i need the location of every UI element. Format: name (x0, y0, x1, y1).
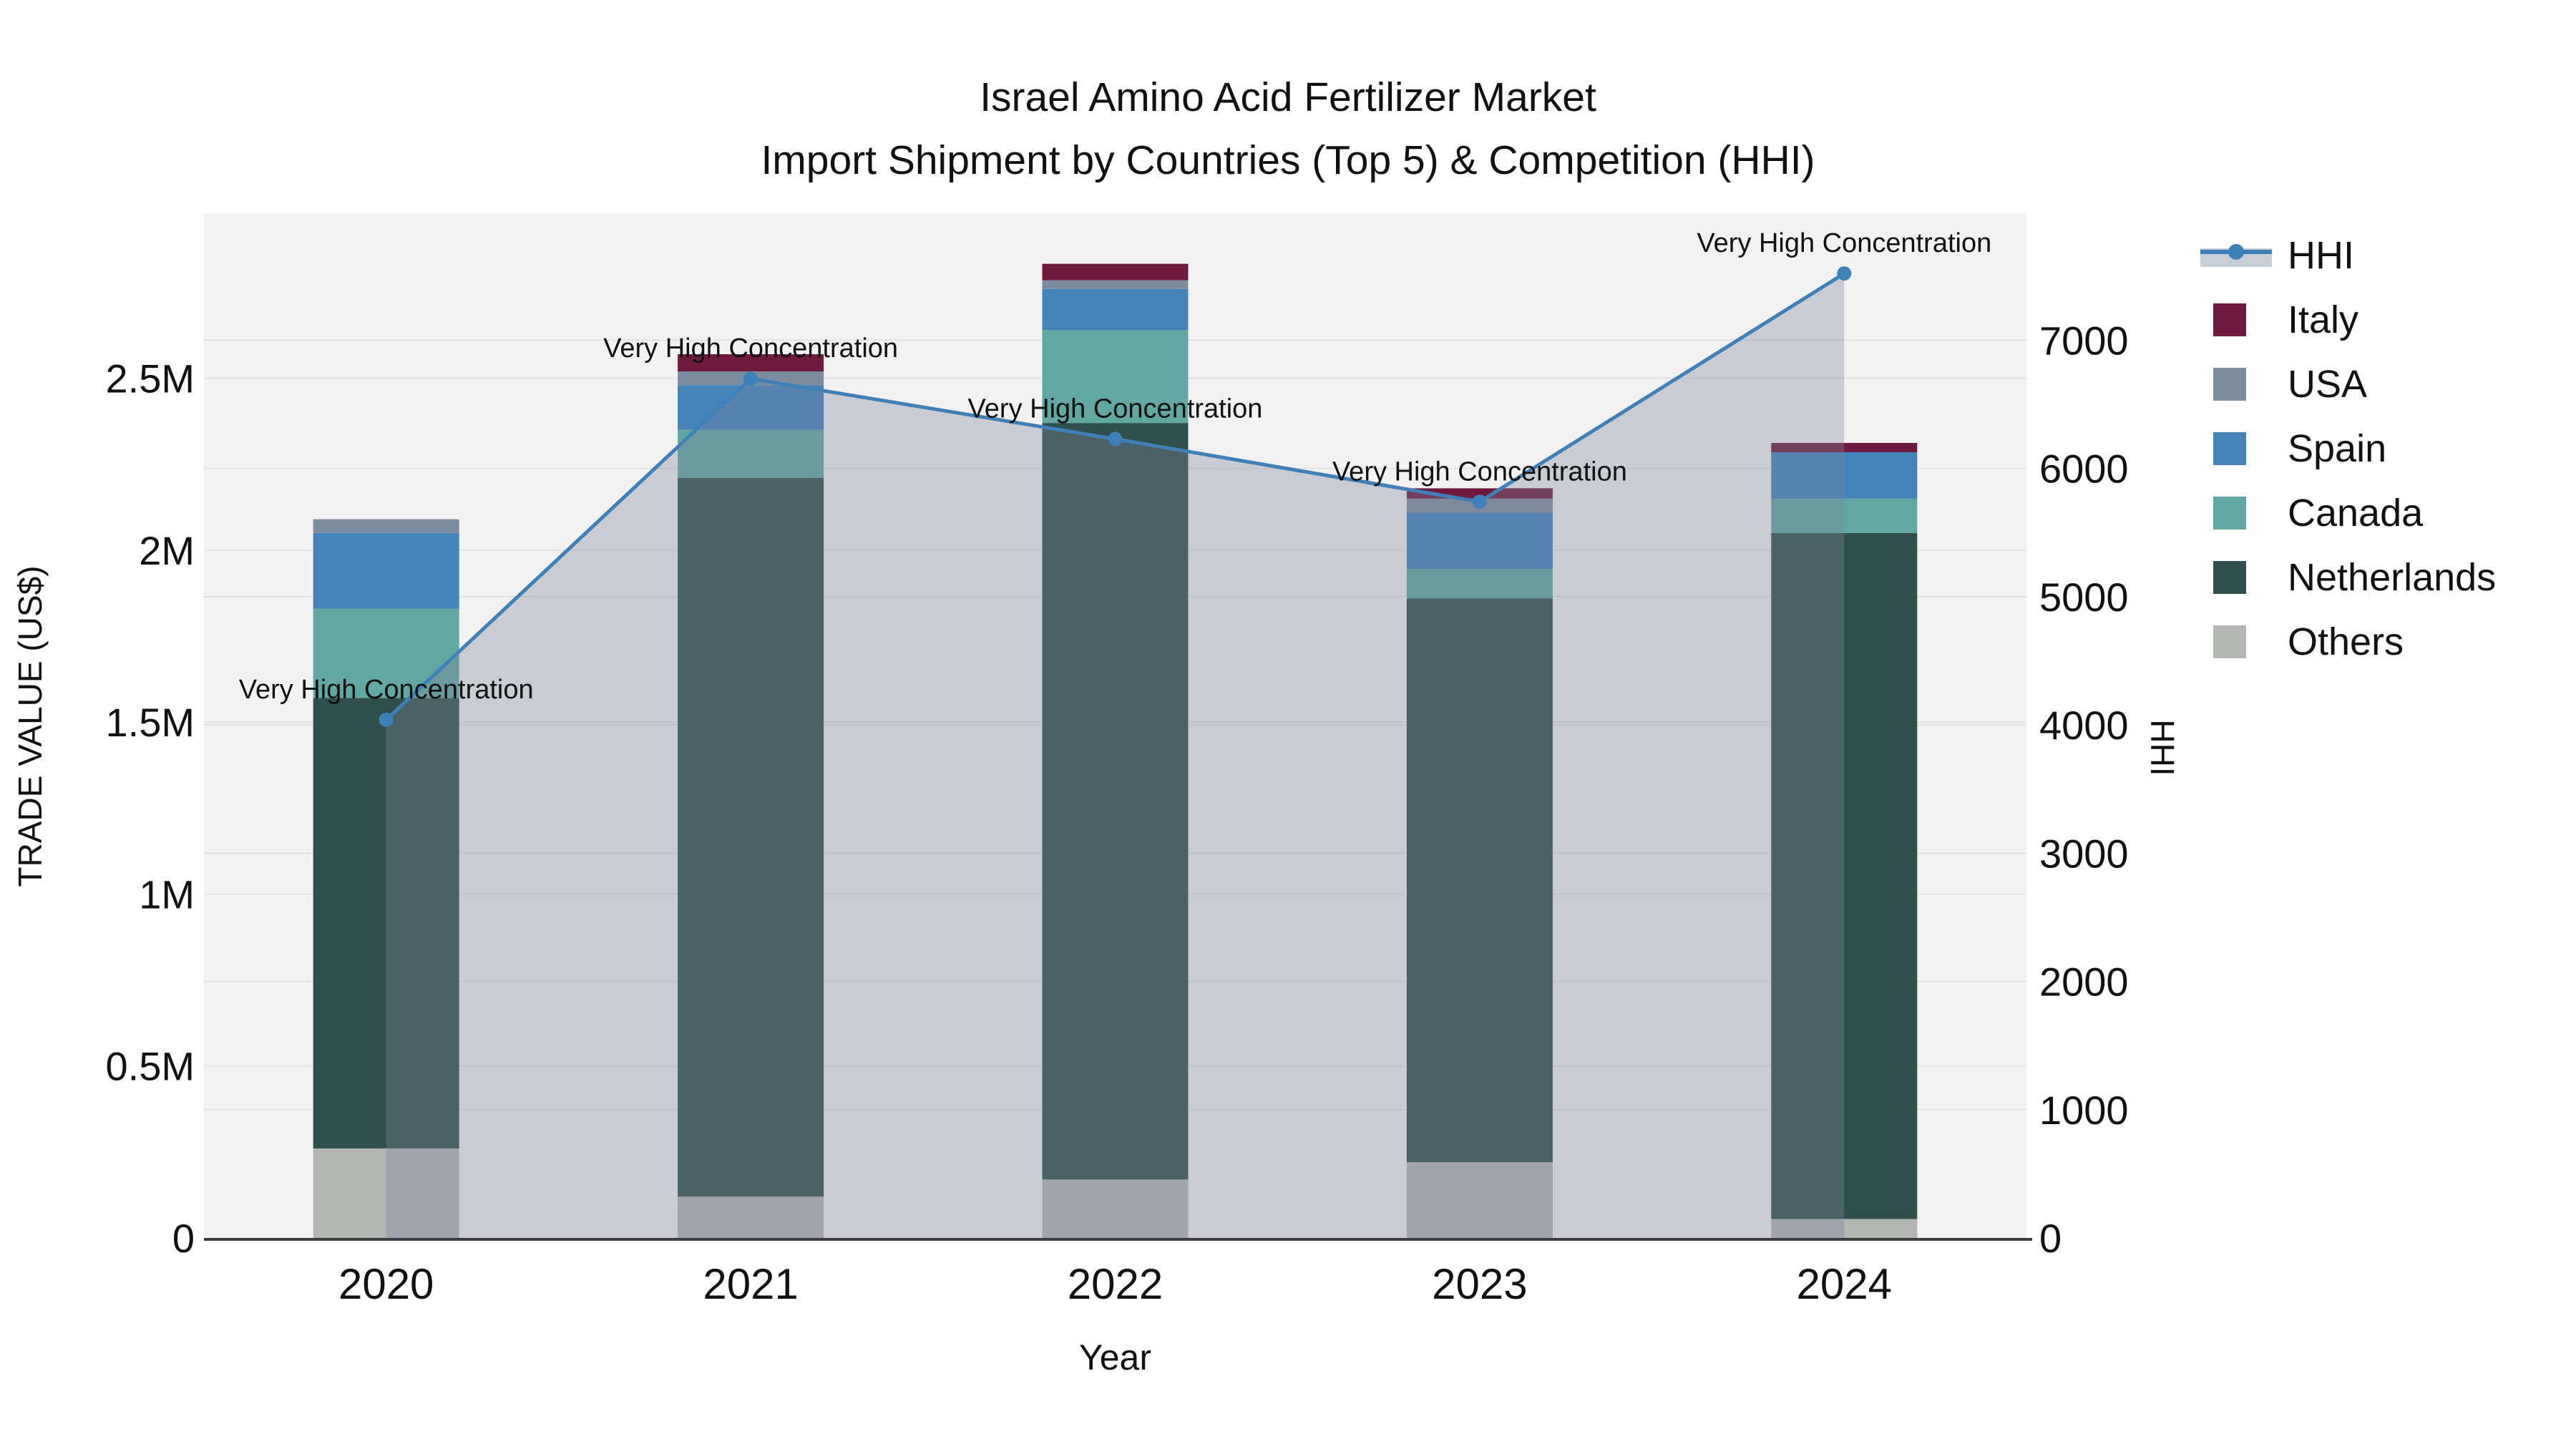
y-right-tick-label: 7000 (2039, 318, 2129, 363)
y-right-tick-label: 2000 (2039, 960, 2129, 1005)
y-left-tick-label: 1M (139, 872, 195, 917)
chart-title-line1: Israel Amino Acid Fertilizer Market (980, 74, 1596, 120)
bar-segment-canada-2021 (678, 429, 824, 479)
bar-segment-others-2020 (313, 1148, 459, 1238)
hhi-area-fill (386, 273, 1845, 1238)
legend-label: Others (2288, 620, 2404, 663)
x-tick-label-2023: 2023 (1432, 1260, 1527, 1308)
y-right-tick-label: 1000 (2039, 1088, 2129, 1133)
bar-segment-italy-2022 (1042, 263, 1189, 280)
x-axis-title: Year (1078, 1337, 1152, 1377)
chart-title-line2: Import Shipment by Countries (Top 5) & C… (761, 137, 1815, 183)
chart-title: Israel Amino Acid Fertilizer Market Impo… (0, 66, 2576, 192)
bar-segment-others-2024 (1771, 1219, 1918, 1238)
legend-item-others: Others (2200, 610, 2572, 674)
legend-line-icon (2200, 223, 2272, 288)
bar-segment-netherlands-2023 (1406, 598, 1553, 1163)
bar-segment-spain-2024 (1771, 452, 1918, 499)
legend-label: Spain (2288, 427, 2387, 470)
hhi-marker-2022 (1108, 431, 1123, 447)
legend-item-netherlands: Netherlands (2200, 545, 2572, 610)
y-left-tick-label: 0 (172, 1216, 195, 1261)
bar-segment-others-2021 (678, 1196, 824, 1238)
annotation-2024: Very High Concentration (1697, 228, 1991, 258)
legend-label: Italy (2288, 298, 2359, 341)
bar-segment-netherlands-2020 (313, 698, 459, 1149)
y-right-tick-label: 6000 (2039, 447, 2129, 492)
legend-label: HHI (2288, 234, 2354, 277)
bar-segment-spain-2020 (313, 532, 459, 609)
legend-swatch-icon (2200, 610, 2272, 674)
bar-segment-italy-2024 (1771, 442, 1918, 452)
bar-segment-italy-2021 (678, 354, 824, 372)
y-left-tick-label: 1.5M (106, 700, 195, 745)
legend-item-canada: Canada (2200, 481, 2572, 545)
annotation-2023: Very High Concentration (1332, 457, 1627, 487)
bar-segment-usa-2020 (313, 519, 459, 533)
annotation-2020: Very High Concentration (239, 675, 534, 705)
legend-item-usa: USA (2200, 352, 2572, 416)
hhi-marker-2023 (1472, 494, 1487, 509)
legend-swatch-icon (2200, 352, 2272, 416)
annotation-2021: Very High Concentration (603, 333, 898, 364)
hhi-marker-2021 (743, 371, 758, 386)
legend-item-spain: Spain (2200, 416, 2572, 481)
y-right-tick-label: 5000 (2039, 575, 2129, 620)
bar-segment-netherlands-2024 (1771, 532, 1918, 1219)
bar-segment-netherlands-2022 (1042, 423, 1189, 1180)
bar-segment-spain-2022 (1042, 288, 1189, 331)
bar-segment-others-2023 (1406, 1162, 1553, 1238)
x-tick-label-2021: 2021 (703, 1260, 798, 1308)
y-left-tick-label: 0.5M (106, 1044, 195, 1089)
x-tick-label-2024: 2024 (1797, 1260, 1892, 1308)
bar-segment-spain-2023 (1406, 512, 1553, 570)
bar-segment-netherlands-2021 (678, 478, 824, 1197)
hhi-marker-2024 (1837, 266, 1852, 281)
x-tick-label-2022: 2022 (1068, 1260, 1163, 1308)
y-left-tick-label: 2M (139, 528, 195, 573)
bar-segment-canada-2023 (1406, 569, 1553, 599)
bar-segment-others-2022 (1042, 1179, 1189, 1238)
bar-segment-canada-2024 (1771, 498, 1918, 533)
y-right-tick-label: 0 (2039, 1216, 2062, 1261)
annotation-2022: Very High Concentration (968, 394, 1263, 424)
hhi-marker-2020 (379, 712, 394, 727)
bar-segment-canada-2020 (313, 608, 459, 698)
legend-label: Canada (2288, 492, 2424, 535)
x-tick-label-2020: 2020 (338, 1260, 434, 1308)
y-right-tick-label: 3000 (2039, 831, 2129, 876)
legend-label: USA (2288, 363, 2368, 406)
legend-item-italy: Italy (2200, 288, 2572, 352)
legend-swatch-icon (2200, 288, 2272, 352)
legend-item-hhi: HHI (2200, 223, 2572, 288)
bar-segment-usa-2022 (1042, 280, 1189, 289)
y-right-tick-label: 4000 (2039, 703, 2129, 748)
legend-swatch-icon (2200, 481, 2272, 545)
legend-swatch-icon (2200, 416, 2272, 481)
legend: HHI Italy USA Spain Canada Netherlands Others (2200, 223, 2572, 674)
legend-label: Netherlands (2288, 556, 2497, 599)
legend-swatch-icon (2200, 545, 2272, 610)
y-left-tick-label: 2.5M (106, 356, 195, 401)
bar-segment-canada-2022 (1042, 330, 1189, 424)
